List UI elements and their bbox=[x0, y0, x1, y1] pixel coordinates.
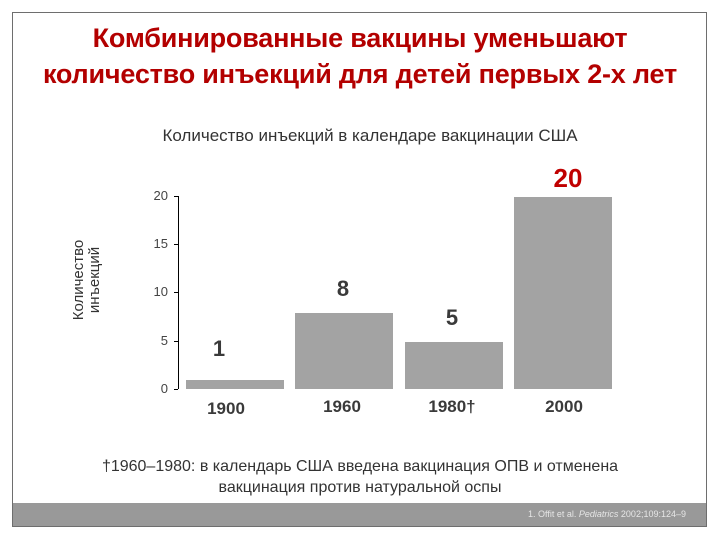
y-tick-label: 10 bbox=[153, 284, 168, 299]
y-axis-line bbox=[178, 196, 179, 389]
citation-journal: Pediatrics bbox=[578, 509, 619, 519]
footer-bar: 1. Offit et al. Pediatrics 2002;109:124–… bbox=[12, 503, 707, 527]
bar-value-1900: 1 bbox=[212, 336, 226, 361]
y-tick bbox=[174, 196, 178, 197]
x-label-2000: 2000 bbox=[545, 397, 583, 416]
y-tick bbox=[174, 244, 178, 245]
y-tick-label: 15 bbox=[153, 236, 168, 251]
x-label-1980: 1980† bbox=[428, 397, 476, 416]
bar-2000 bbox=[514, 197, 612, 389]
y-tick bbox=[174, 341, 178, 342]
y-tick-label: 20 bbox=[153, 188, 168, 203]
bar-value-2000: 20 bbox=[553, 163, 583, 193]
title-line-2: количество инъекций для детей первых 2-х… bbox=[42, 59, 678, 89]
y-axis-label-line-1: Количество bbox=[70, 239, 87, 321]
y-tick-label: 5 bbox=[160, 333, 168, 348]
citation-authors: 1. Offit et al. bbox=[528, 509, 579, 519]
bar-value-1980: 5 bbox=[445, 305, 459, 330]
title-line-1: Комбинированные вакцины уменьшают bbox=[92, 23, 628, 53]
footnote-line-1: †1960–1980: в календарь США введена вакц… bbox=[101, 458, 619, 475]
y-axis-label: Количество инъекций bbox=[62, 215, 112, 345]
bar-1980 bbox=[405, 342, 503, 389]
x-label-1960: 1960 bbox=[323, 397, 361, 416]
footnote-line-2: вакцинация против натуральной оспы bbox=[218, 479, 502, 496]
bar-1900 bbox=[186, 380, 284, 389]
y-tick-label: 0 bbox=[160, 381, 168, 396]
y-axis-label-line-2: инъекций bbox=[86, 246, 103, 314]
citation: 1. Offit et al. Pediatrics 2002;109:124–… bbox=[528, 509, 686, 519]
slide-title: Комбинированные вакцины уменьшают количе… bbox=[0, 20, 720, 92]
x-label-1900: 1900 bbox=[207, 399, 245, 418]
citation-details: 2002;109:124–9 bbox=[618, 509, 686, 519]
bar-value-1960: 8 bbox=[336, 276, 350, 301]
y-tick bbox=[174, 292, 178, 293]
footnote: †1960–1980: в календарь США введена вакц… bbox=[60, 456, 660, 498]
bar-1960 bbox=[295, 313, 393, 389]
chart-title: Количество инъекций в календаре вакцинац… bbox=[162, 126, 578, 145]
slide-frame bbox=[12, 12, 707, 527]
y-tick bbox=[174, 389, 178, 390]
